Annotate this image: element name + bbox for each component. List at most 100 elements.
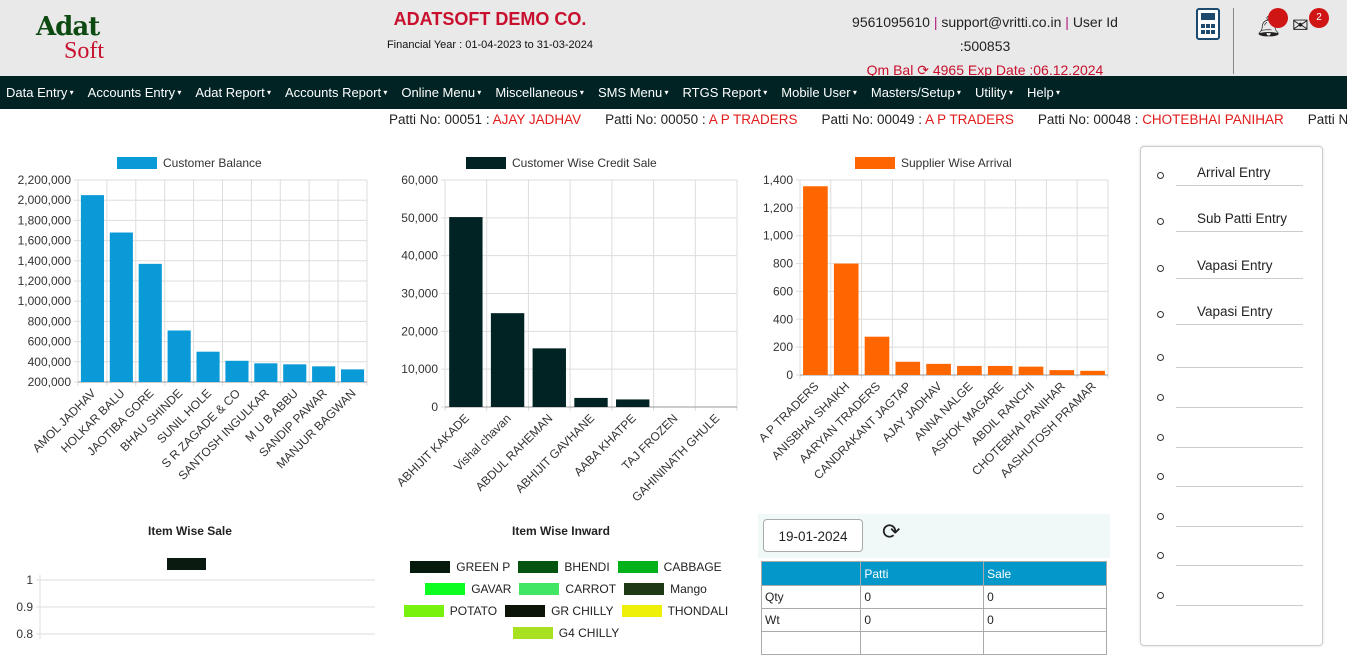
refresh-icon[interactable]: ⟳ — [882, 519, 901, 544]
legend-item[interactable]: POTATO — [403, 600, 498, 622]
bar[interactable] — [312, 366, 336, 382]
patti-party: A P TRADERS — [925, 112, 1014, 127]
nav-rtgs-report[interactable]: RTGS Report — [683, 85, 768, 100]
legend-swatch — [519, 583, 560, 595]
legend-item[interactable]: THONDALI — [621, 600, 729, 622]
bar[interactable] — [957, 365, 982, 375]
bar[interactable] — [1080, 370, 1105, 375]
nav-mobile-user[interactable]: Mobile User — [781, 85, 857, 100]
bar[interactable] — [225, 360, 249, 382]
bar[interactable] — [616, 399, 650, 407]
quick-link-item[interactable]: Sub Patti Entry — [1141, 211, 1324, 255]
charts-area: Customer Balance 200,000 400,000 600,000 800… — [16, 156, 1109, 639]
bar[interactable] — [109, 232, 133, 382]
bar[interactable] — [803, 186, 828, 375]
patti-party: AJAY JADHAV — [492, 112, 582, 127]
ticker-item[interactable]: Patti No: 00048 : CHOTEBHAI PANIHAR — [1038, 112, 1284, 127]
table-cell: 0 — [860, 608, 985, 632]
quick-link-item[interactable]: Vapasi Entry — [1141, 304, 1324, 348]
nav-accounts-report[interactable]: Accounts Report — [285, 85, 387, 100]
quick-link-item[interactable] — [1141, 510, 1324, 550]
quick-link-item[interactable] — [1141, 470, 1324, 510]
bar[interactable] — [1018, 366, 1044, 375]
x-tick-label: ABHIJIT KAKADE — [394, 411, 472, 489]
bar[interactable] — [80, 195, 105, 382]
ticker-item[interactable]: Patti No: 00049 : A P TRADERS — [821, 112, 1013, 127]
bar[interactable] — [196, 351, 220, 382]
bar[interactable] — [532, 348, 566, 407]
bullet-icon — [1157, 310, 1164, 318]
legend-swatch — [466, 157, 506, 169]
quick-link-label: Sub Patti Entry — [1176, 207, 1303, 233]
bar[interactable] — [254, 363, 278, 382]
legend-item[interactable]: BHENDI — [518, 556, 610, 578]
legend-label: GAVAR — [471, 582, 512, 596]
legend-item[interactable]: GR CHILLY — [505, 600, 614, 622]
y-tick-label: 800 — [773, 257, 793, 271]
nav-sms-menu[interactable]: SMS Menu — [598, 85, 669, 100]
nav-online-menu[interactable]: Online Menu — [401, 85, 481, 100]
bar[interactable] — [833, 263, 859, 375]
bar[interactable] — [1049, 370, 1075, 375]
nav-help[interactable]: Help — [1027, 85, 1060, 100]
ticker-item[interactable]: Patti No: 00051 : AJAY JADHAV — [389, 112, 581, 127]
quick-link-label: Vapasi Entry — [1176, 300, 1303, 325]
date-input[interactable]: 19-01-2024 — [763, 519, 863, 552]
ticker-item[interactable]: Patti No: 00050 : A P TRADERS — [605, 112, 797, 127]
calculator-icon[interactable] — [1196, 8, 1220, 40]
legend-swatch — [512, 627, 553, 639]
y-tick-label: 40,000 — [401, 249, 438, 263]
legend-swatch — [167, 558, 206, 570]
bar[interactable] — [574, 397, 608, 407]
table-row: Qty 0 0 — [760, 585, 1107, 609]
bar[interactable] — [138, 263, 162, 382]
bar[interactable] — [340, 369, 365, 382]
quick-link-item[interactable]: Vapasi Entry — [1141, 258, 1324, 302]
column-header: Patti — [860, 561, 985, 586]
legend-item[interactable]: Mango — [624, 578, 707, 600]
nav-adat-report[interactable]: Adat Report — [195, 85, 271, 100]
legend-swatch — [855, 157, 895, 169]
nav-utility[interactable]: Utility — [975, 85, 1013, 100]
quick-link-item[interactable] — [1141, 351, 1324, 391]
quick-link-item[interactable] — [1141, 589, 1324, 629]
chart-title: Customer Balance — [163, 156, 262, 170]
bar[interactable] — [490, 313, 525, 407]
quick-link-item[interactable] — [1141, 431, 1324, 471]
legend-item[interactable]: GAVAR — [425, 578, 511, 600]
adatsoft-logo[interactable]: Adat Soft — [36, 14, 104, 63]
y-tick-label: 0.8 — [16, 627, 33, 639]
y-tick-label: 1,000 — [763, 229, 793, 243]
email: support@vritti.co.in — [941, 14, 1062, 30]
nav-masters-setup[interactable]: Masters/Setup — [871, 85, 961, 100]
quick-link-item[interactable] — [1141, 549, 1324, 589]
quick-link-item[interactable]: Arrival Entry — [1141, 165, 1324, 209]
bar[interactable] — [895, 361, 921, 375]
bar[interactable] — [987, 365, 1013, 375]
bar[interactable] — [864, 336, 890, 375]
legend-item[interactable]: GREEN P — [410, 556, 510, 578]
nav-accounts-entry[interactable]: Accounts Entry — [88, 85, 182, 100]
bar[interactable] — [449, 217, 483, 407]
bar[interactable] — [926, 363, 951, 375]
chart-title: Customer Wise Credit Sale — [512, 156, 657, 170]
legend-item[interactable]: CARROT — [519, 578, 616, 600]
nav-data-entry[interactable]: Data Entry — [6, 85, 74, 100]
bar[interactable] — [283, 364, 307, 382]
qm-bal: 4965 — [932, 62, 965, 78]
bullet-icon — [1157, 552, 1164, 560]
bar[interactable] — [167, 330, 191, 382]
patti-party: CHOTEBHAI PANIHAR — [1142, 112, 1284, 127]
financial-year: Financial Year : 01-04-2023 to 31-03-202… — [386, 39, 594, 51]
legend-label: POTATO — [449, 604, 498, 618]
mail-icon[interactable]: ✉ — [1292, 15, 1309, 37]
refresh-icon[interactable]: ⟳ — [917, 62, 929, 78]
ticker-item[interactable]: Patti No — [1308, 112, 1347, 127]
legend-item[interactable]: G4 CHILLY — [512, 622, 619, 644]
quick-link-item[interactable] — [1141, 391, 1324, 431]
column-header — [760, 561, 862, 586]
bullet-icon — [1157, 218, 1164, 226]
nav-miscellaneous[interactable]: Miscellaneous — [495, 85, 584, 100]
legend-label: THONDALI — [667, 604, 729, 618]
legend-item[interactable]: CABBAGE — [617, 556, 722, 578]
